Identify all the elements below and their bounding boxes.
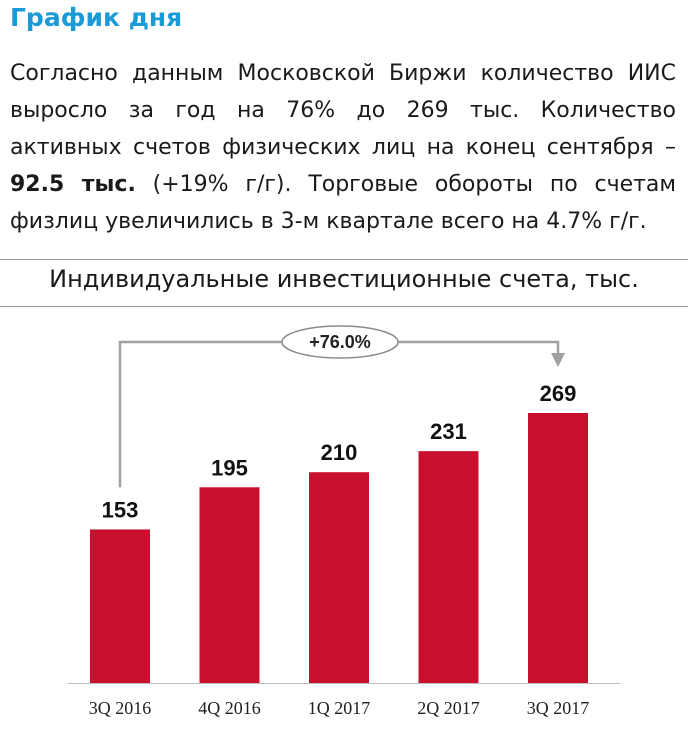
bottom-divider: [0, 306, 688, 307]
data-label: 269: [540, 381, 577, 406]
bar-2q-2017: [418, 451, 479, 683]
summary-text-part1: Согласно данным Московской Биржи количес…: [10, 61, 676, 160]
x-tick-label: 4Q 2016: [198, 698, 261, 718]
growth-arrowhead: [551, 353, 565, 367]
data-label: 231: [430, 419, 467, 444]
growth-label: +76.0%: [309, 332, 371, 352]
summary-bold-value: 92.5 тыс.: [10, 172, 136, 197]
growth-bracket: [118, 340, 560, 488]
summary-text-part2: (+19% г/г). Торговые обороты по счетам ф…: [10, 172, 677, 234]
data-label: 195: [211, 455, 248, 480]
data-label: 153: [102, 497, 139, 522]
top-divider: [0, 259, 688, 260]
bar-4q-2016: [199, 487, 260, 683]
data-label: 210: [321, 440, 358, 465]
x-tick-label: 2Q 2017: [417, 698, 480, 718]
bar-3q-2017: [528, 413, 588, 683]
page-heading: График дня: [10, 3, 183, 32]
x-tick-label: 3Q 2017: [527, 698, 590, 718]
x-tick-label: 1Q 2017: [308, 698, 371, 718]
bar-3q-2016: [90, 529, 150, 683]
chart-title: Индивидуальные инвестиционные счета, тыс…: [49, 265, 639, 293]
growth-badge: [281, 325, 399, 359]
summary-paragraph: Согласно данным Московской Биржи количес…: [10, 55, 676, 240]
bar-1q-2017: [309, 472, 369, 683]
x-tick-label: 3Q 2016: [89, 698, 152, 718]
